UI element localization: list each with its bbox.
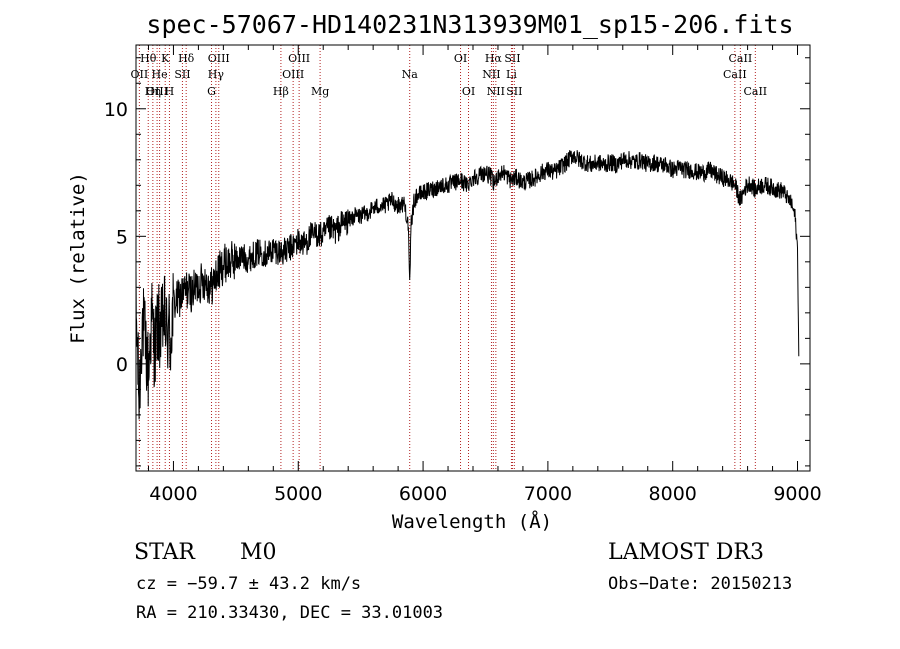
spectral-line-label: Hδ: [178, 52, 195, 65]
object-subclass: M0: [240, 540, 277, 565]
spectral-line-label: NII: [487, 85, 505, 98]
spectral-line-label: OIII: [208, 52, 230, 65]
spectral-line-label: Mg: [311, 85, 329, 98]
spectral-line-label: He: [152, 68, 168, 81]
spectral-line-label: CaII: [723, 68, 747, 81]
spectral-line-label: OI: [454, 52, 467, 65]
spectral-line-label: Hη: [145, 85, 161, 98]
spectral-line-label: SII: [174, 68, 190, 81]
y-tick-label: 5: [116, 226, 128, 248]
x-tick-label: 5000: [274, 483, 322, 505]
chart-title: spec-57067-HD140231N313939M01_sp15-206.f…: [146, 10, 793, 39]
flux-series-line: [135, 150, 800, 420]
spectral-line-label: CaII: [729, 52, 753, 65]
y-tick-label: 10: [104, 99, 128, 121]
spectral-line-label: Li: [506, 68, 517, 81]
spectral-line-label: OIII: [288, 52, 310, 65]
spectral-line-label: OIII: [146, 85, 168, 98]
y-axis-label: Flux (relative): [67, 172, 89, 344]
spectral-line-label: CaII: [743, 85, 767, 98]
observation-date: Obs−Date: 20150213: [608, 574, 793, 594]
axis-ticks: 4000 5000 6000 7000 8000 9000 0 5 10: [104, 45, 822, 505]
x-tick-label: 4000: [149, 483, 197, 505]
redshift-velocity: cz = −59.7 ± 43.2 km/s: [136, 574, 362, 594]
spectral-line-label: OIII: [282, 68, 304, 81]
spectral-line-label: OII: [131, 68, 149, 81]
spectral-line-label: Hγ: [208, 68, 225, 81]
spectral-line-label: OI: [462, 85, 475, 98]
spectral-line-label: SII: [506, 85, 522, 98]
x-tick-label: 6000: [399, 483, 447, 505]
spectral-line-label: Hα: [485, 52, 503, 65]
y-tick-label: 0: [116, 354, 128, 376]
x-tick-label: 8000: [649, 483, 697, 505]
spectral-line-label: G: [207, 85, 216, 98]
spectral-line-label: Na: [402, 68, 419, 81]
spectral-line-label: K: [161, 52, 170, 65]
spectral-line-label: H: [165, 85, 175, 98]
x-axis-label: Wavelength (Å): [392, 510, 552, 533]
spectral-line-label: Hθ: [140, 52, 157, 65]
x-tick-label: 7000: [524, 483, 572, 505]
spectral-line-label: NII: [482, 68, 500, 81]
spectral-line-label: Hβ: [273, 85, 289, 98]
coordinates: RA = 210.33430, DEC = 33.01003: [136, 603, 444, 623]
object-class: STAR: [134, 540, 195, 565]
x-tick-label: 9000: [773, 483, 821, 505]
survey-name: LAMOST DR3: [608, 540, 764, 565]
spectral-line-label: SII: [504, 52, 520, 65]
